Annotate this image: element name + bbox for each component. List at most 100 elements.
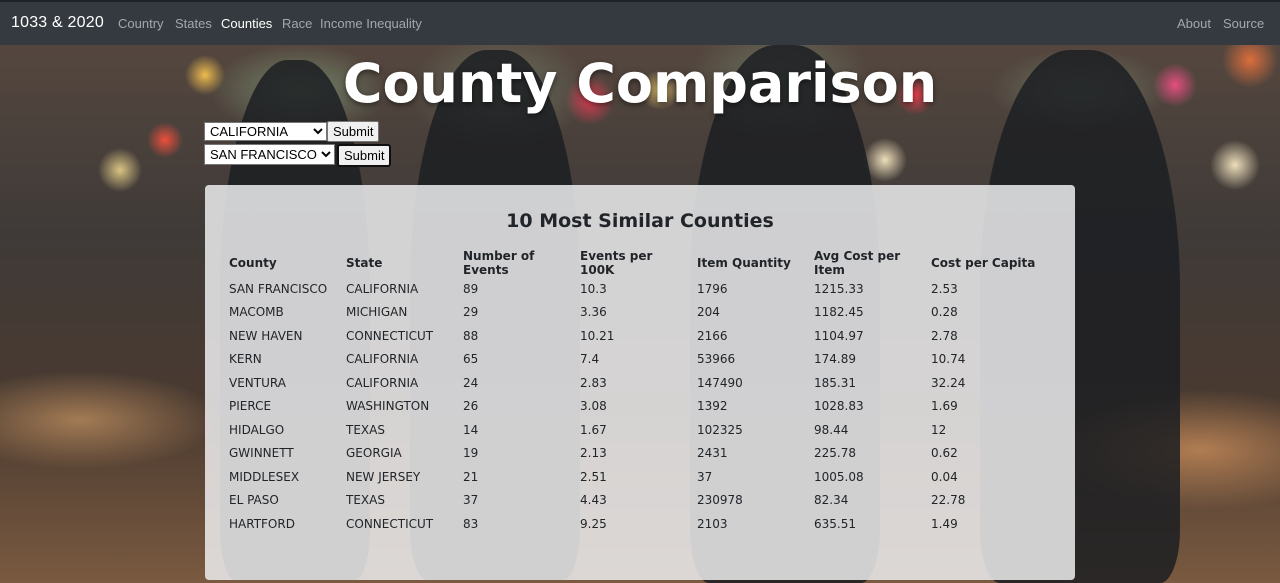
cell-avg-cost-per-item: 185.31 xyxy=(814,375,856,390)
cell-events-per-100k: 4.43 xyxy=(580,493,607,508)
cell-avg-cost-per-item: 98.44 xyxy=(814,422,849,437)
cell-number-of-events: 21 xyxy=(463,469,479,484)
table-row: EL PASO TEXAS 37 4.43 230978 82.34 22.78 xyxy=(225,489,1044,513)
cell-avg-cost-per-item: 82.34 xyxy=(814,493,849,508)
cell-state: MICHIGAN xyxy=(346,305,408,320)
results-panel: 10 Most Similar Counties County State Nu… xyxy=(205,185,1075,580)
cell-state: GEORGIA xyxy=(346,446,402,461)
navbar: 1033 & 2020 Country States Counties Race… xyxy=(0,0,1280,45)
cell-events-per-100k: 3.08 xyxy=(580,399,607,414)
cell-cost-per-capita: 0.28 xyxy=(931,305,958,320)
cell-avg-cost-per-item: 635.51 xyxy=(814,516,856,531)
cell-cost-per-capita: 0.04 xyxy=(931,469,958,484)
state-select[interactable]: CALIFORNIA xyxy=(204,122,327,141)
nav-link-about[interactable]: About xyxy=(1177,16,1211,31)
cell-state: WASHINGTON xyxy=(346,399,430,414)
nav-link-income-inequality[interactable]: Income Inequality xyxy=(320,16,422,31)
cell-cost-per-capita: 1.49 xyxy=(931,516,958,531)
cell-county: VENTURA xyxy=(229,375,286,390)
column-header-number-of-events: Number of Events xyxy=(463,249,535,277)
cell-avg-cost-per-item: 225.78 xyxy=(814,446,856,461)
cell-cost-per-capita: 10.74 xyxy=(931,352,966,367)
cell-events-per-100k: 2.51 xyxy=(580,469,607,484)
cell-county: KERN xyxy=(229,352,262,367)
state-select-row: CALIFORNIA Submit xyxy=(204,121,380,142)
cell-avg-cost-per-item: 1028.83 xyxy=(814,399,864,414)
cell-number-of-events: 37 xyxy=(463,493,479,508)
cell-number-of-events: 65 xyxy=(463,352,479,367)
cell-cost-per-capita: 12 xyxy=(931,422,947,437)
cell-item-quantity: 1796 xyxy=(697,281,728,296)
cell-events-per-100k: 1.67 xyxy=(580,422,607,437)
table-row: HARTFORD CONNECTICUT 83 9.25 2103 635.51 1.49 xyxy=(225,512,1044,536)
cell-state: CONNECTICUT xyxy=(346,328,434,343)
cell-number-of-events: 88 xyxy=(463,328,479,343)
cell-item-quantity: 102325 xyxy=(697,422,743,437)
cell-events-per-100k: 10.3 xyxy=(580,281,607,296)
column-header-state: State xyxy=(346,256,383,270)
column-header-avg-cost-per-item: Avg Cost per Item xyxy=(814,249,901,277)
cell-item-quantity: 53966 xyxy=(697,352,736,367)
cell-cost-per-capita: 1.69 xyxy=(931,399,958,414)
cell-state: CALIFORNIA xyxy=(346,375,419,390)
cell-county: HARTFORD xyxy=(229,516,295,531)
cell-cost-per-capita: 22.78 xyxy=(931,493,966,508)
table-row: SAN FRANCISCO CALIFORNIA 89 10.3 1796 1215.33… xyxy=(225,277,1044,301)
table-row: GWINNETT GEORGIA 19 2.13 2431 225.78 0.62 xyxy=(225,442,1044,466)
cell-events-per-100k: 7.4 xyxy=(580,352,600,367)
cell-county: MACOMB xyxy=(229,305,284,320)
cell-item-quantity: 37 xyxy=(697,469,713,484)
cell-number-of-events: 24 xyxy=(463,375,479,390)
cell-county: SAN FRANCISCO xyxy=(229,281,328,296)
brand-link[interactable]: 1033 & 2020 xyxy=(11,14,104,31)
cell-number-of-events: 83 xyxy=(463,516,479,531)
county-submit-button[interactable]: Submit xyxy=(337,144,392,167)
cell-county: NEW HAVEN xyxy=(229,328,303,343)
similar-counties-table: County State Number of Events Events per… xyxy=(225,249,1044,536)
cell-number-of-events: 19 xyxy=(463,446,479,461)
state-submit-button[interactable]: Submit xyxy=(327,121,380,142)
cell-state: CALIFORNIA xyxy=(346,281,419,296)
cell-item-quantity: 2166 xyxy=(697,328,728,343)
table-row: HIDALGO TEXAS 14 1.67 102325 98.44 12 xyxy=(225,418,1044,442)
cell-item-quantity: 2431 xyxy=(697,446,728,461)
cell-avg-cost-per-item: 1104.97 xyxy=(814,328,864,343)
cell-item-quantity: 230978 xyxy=(697,493,743,508)
cell-state: CONNECTICUT xyxy=(346,516,434,531)
county-select[interactable]: SAN FRANCISCO xyxy=(204,144,335,165)
nav-link-counties[interactable]: Counties xyxy=(221,16,273,31)
cell-avg-cost-per-item: 1215.33 xyxy=(814,281,864,296)
results-heading: 10 Most Similar Counties xyxy=(506,210,774,232)
cell-events-per-100k: 2.83 xyxy=(580,375,607,390)
table-row: MACOMB MICHIGAN 29 3.36 204 1182.45 0.28 xyxy=(225,301,1044,325)
cell-county: PIERCE xyxy=(229,399,272,414)
cell-number-of-events: 14 xyxy=(463,422,479,437)
table-header-row: County State Number of Events Events per… xyxy=(225,249,1044,277)
cell-avg-cost-per-item: 174.89 xyxy=(814,352,856,367)
page-title: County Comparison xyxy=(342,52,938,115)
county-select-row: SAN FRANCISCO Submit xyxy=(204,144,392,167)
cell-state: NEW JERSEY xyxy=(346,469,421,484)
cell-number-of-events: 26 xyxy=(463,399,479,414)
table-row: MIDDLESEX NEW JERSEY 21 2.51 37 1005.08 0.04 xyxy=(225,465,1044,489)
table-row: PIERCE WASHINGTON 26 3.08 1392 1028.83 1.69 xyxy=(225,395,1044,419)
column-header-county: County xyxy=(229,256,277,270)
nav-link-states[interactable]: States xyxy=(175,16,212,31)
cell-events-per-100k: 2.13 xyxy=(580,446,607,461)
cell-events-per-100k: 10.21 xyxy=(580,328,615,343)
cell-state: CALIFORNIA xyxy=(346,352,419,367)
cell-state: TEXAS xyxy=(346,422,385,437)
nav-link-country[interactable]: Country xyxy=(118,16,164,31)
cell-county: MIDDLESEX xyxy=(229,469,300,484)
nav-link-source[interactable]: Source xyxy=(1223,16,1265,31)
cell-item-quantity: 147490 xyxy=(697,375,743,390)
cell-cost-per-capita: 0.62 xyxy=(931,446,958,461)
cell-avg-cost-per-item: 1005.08 xyxy=(814,469,864,484)
cell-state: TEXAS xyxy=(346,493,385,508)
cell-number-of-events: 29 xyxy=(463,305,479,320)
cell-events-per-100k: 9.25 xyxy=(580,516,607,531)
column-header-item-quantity: Item Quantity xyxy=(697,256,791,270)
nav-link-race[interactable]: Race xyxy=(282,16,313,31)
cell-cost-per-capita: 2.78 xyxy=(931,328,958,343)
table-row: KERN CALIFORNIA 65 7.4 53966 174.89 10.74 xyxy=(225,348,1044,372)
